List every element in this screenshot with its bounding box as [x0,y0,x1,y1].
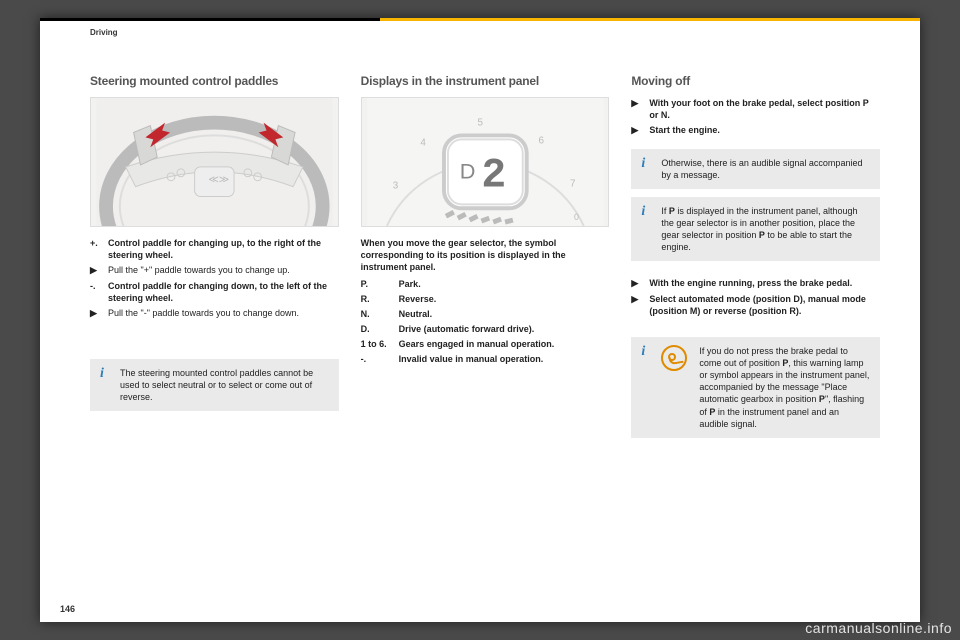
svg-text:6: 6 [538,135,544,146]
info-icon: i [100,367,112,381]
bullet-text: Pull the "-" paddle towards you to chang… [108,307,339,319]
svg-text:7: 7 [570,179,575,190]
svg-text:2: 2 [481,154,506,200]
info-text: Otherwise, there is an audible signal ac… [661,157,870,181]
steering-wheel-svg: ≪≫ [91,98,338,226]
bullet-mark: -. [361,353,393,365]
svg-text:5: 5 [477,118,483,129]
text-span: If [661,206,669,216]
list-item: 1 to 6. Gears engaged in manual operation… [361,338,610,350]
col1-items: +. Control paddle for changing up, to th… [90,237,339,319]
list-item: ▶ Pull the "+" paddle towards you to cha… [90,264,339,276]
info-box-brake-warning: i If you do not press the brake pedal to… [631,337,880,438]
info-box-paddles: i The steering mounted control paddles c… [90,359,339,411]
bullet-text: Control paddle for changing down, to the… [108,280,339,304]
column-steering-paddles: Steering mounted control paddles [90,73,339,602]
bullet-text: With the engine running, press the brake… [649,277,880,289]
page-number: 146 [60,604,75,614]
svg-text:4: 4 [420,137,426,148]
bullet-mark: +. [90,237,102,261]
bullet-text: Neutral. [399,308,610,320]
info-text: The steering mounted control paddles can… [120,367,329,403]
info-box-audible: i Otherwise, there is an audible signal … [631,149,880,189]
heading-steering-paddles: Steering mounted control paddles [90,73,339,89]
col3-top-items: ▶With your foot on the brake pedal, sele… [631,97,880,136]
bullet-text: With your foot on the brake pedal, selec… [649,97,880,121]
svg-text:D: D [459,159,475,184]
info-icon: i [641,205,653,219]
bullet-mark: P. [361,278,393,290]
heading-instrument-panel: Displays in the instrument panel [361,73,610,89]
bullet-mark: ▶ [631,97,643,121]
bullet-mark: ▶ [631,124,643,136]
foot-brake-warning-icon [661,345,687,371]
bullet-text: Control paddle for changing up, to the r… [108,237,339,261]
bullet-mark: -. [90,280,102,304]
manual-page: Driving Steering mounted control paddles [40,18,920,622]
bullet-mark: ▶ [631,277,643,289]
svg-text:≪≫: ≪≫ [208,175,229,186]
watermark: carmanualsonline.info [805,620,952,636]
info-box-p-displayed: i If P is displayed in the instrument pa… [631,197,880,262]
col2-intro: When you move the gear selector, the sym… [361,237,610,273]
instrument-panel-svg: 3 4 5 6 7 0 D 2 [362,98,609,226]
list-item: ▶ With the engine running, press the brak… [631,277,880,289]
list-item: N. Neutral. [361,308,610,320]
info-icon: i [641,345,653,359]
bullet-text: Drive (automatic forward drive). [399,323,610,335]
bullet-mark: N. [361,308,393,320]
list-item: ▶ Pull the "-" paddle towards you to cha… [90,307,339,319]
text-span: in the instrument panel and an audible s… [699,407,839,429]
warning-text: If you do not press the brake pedal to c… [699,345,870,430]
bullet-mark: D. [361,323,393,335]
list-item: ▶Select automated mode (position D), man… [631,293,880,317]
bullet-text: Pull the "+" paddle towards you to chang… [108,264,339,276]
info-text: If you do not press the brake pedal to c… [661,345,870,430]
bullet-mark: ▶ [90,264,102,276]
content-columns: Steering mounted control paddles [90,73,880,602]
list-item: +. Control paddle for changing up, to th… [90,237,339,261]
bullet-text: Park. [399,278,610,290]
info-icon: i [641,157,653,171]
list-item: D. Drive (automatic forward drive). [361,323,610,335]
bullet-text: Start the engine. [649,124,880,136]
list-item: ▶With your foot on the brake pedal, sele… [631,97,880,121]
header-rule [40,18,920,21]
list-item: P. Park. [361,278,610,290]
bullet-text: Invalid value in manual operation. [399,353,610,365]
list-item: R. Reverse. [361,293,610,305]
list-item: -. Invalid value in manual operation. [361,353,610,365]
heading-moving-off: Moving off [631,73,880,89]
bullet-mark: ▶ [90,307,102,319]
illustration-instrument-panel: 3 4 5 6 7 0 D 2 [361,97,610,227]
list-item: -. Control paddle for changing down, to … [90,280,339,304]
illustration-steering-wheel: ≪≫ [90,97,339,227]
svg-text:3: 3 [392,181,398,192]
list-item: ▶ Start the engine. [631,124,880,136]
svg-text:0: 0 [574,212,579,222]
col2-items: P. Park. R. Reverse. N. Neutral. D. Drive (a… [361,278,610,366]
bullet-mark: R. [361,293,393,305]
bullet-mark: 1 to 6. [361,338,393,350]
column-moving-off: Moving off ▶With your foot on the brake … [631,73,880,602]
bullet-text: Reverse. [399,293,610,305]
info-text: If P is displayed in the instrument pane… [661,205,870,254]
bullet-text: Select automated mode (position D), manu… [649,293,880,317]
bullet-text: Gears engaged in manual operation. [399,338,610,350]
bullet-mark: ▶ [631,293,643,317]
column-instrument-panel: Displays in the instrument panel 3 4 5 6… [361,73,610,602]
col3-mid-items: ▶ With the engine running, press the brak… [631,277,880,316]
section-label: Driving [90,28,118,37]
